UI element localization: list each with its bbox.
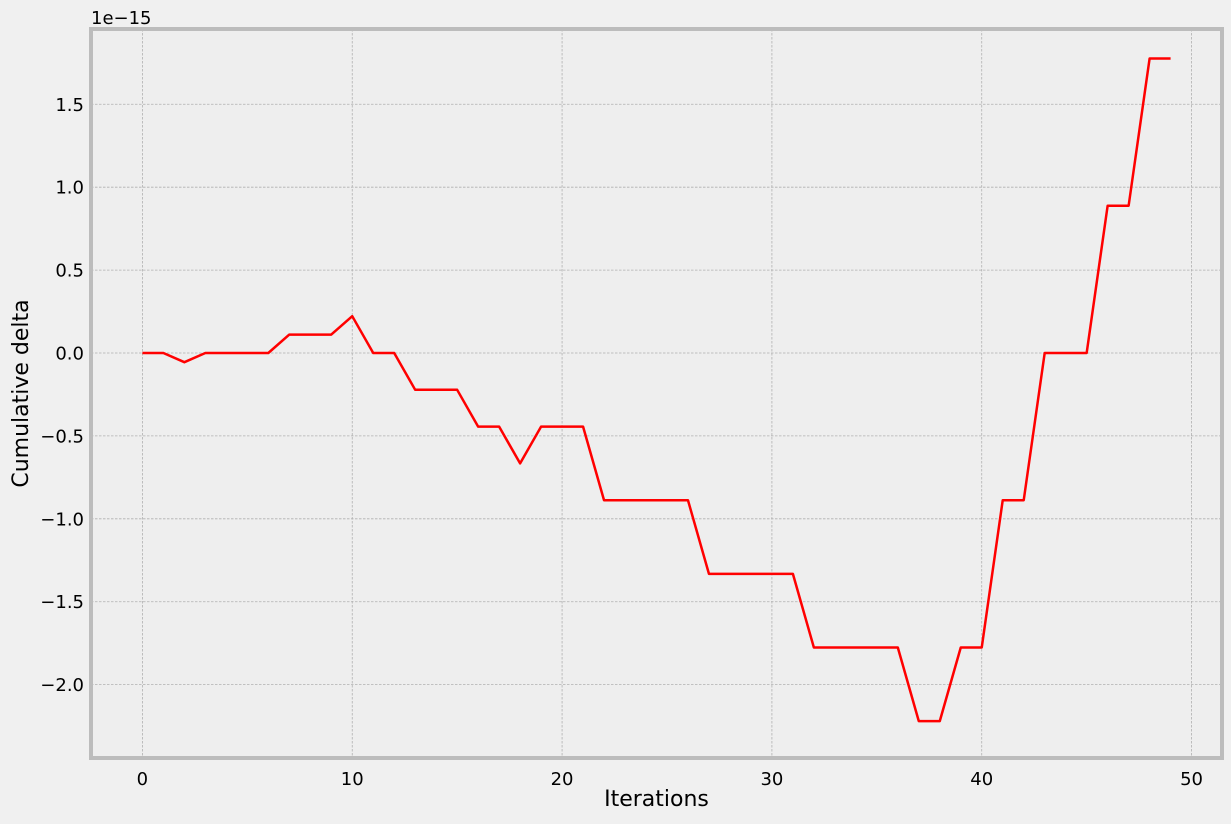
data-point <box>393 352 395 354</box>
x-axis-ticks: 0 10 20 30 40 50 <box>137 769 1203 790</box>
data-point <box>1169 57 1171 59</box>
y-tick-label: −1.0 <box>40 509 84 530</box>
x-tick-label: 30 <box>760 769 783 790</box>
plot-area <box>91 29 1222 758</box>
data-point <box>834 646 836 648</box>
data-point <box>666 499 668 501</box>
data-point <box>288 333 290 335</box>
x-tick-label: 0 <box>137 769 148 790</box>
data-point <box>708 573 710 575</box>
y-axis-offset-label: 1e−15 <box>91 8 152 29</box>
data-point <box>372 352 374 354</box>
series-line <box>142 57 1171 723</box>
data-point <box>519 462 521 464</box>
data-point <box>918 720 920 722</box>
data-point <box>729 573 731 575</box>
data-point <box>876 646 878 648</box>
data-point <box>351 315 353 317</box>
data-point <box>498 425 500 427</box>
data-point <box>981 646 983 648</box>
data-point <box>1023 499 1025 501</box>
data-point <box>1106 205 1108 207</box>
data-point <box>414 389 416 391</box>
x-tick-label: 20 <box>551 769 574 790</box>
data-point <box>183 361 185 363</box>
data-point <box>1064 352 1066 354</box>
y-axis-label: Cumulative delta <box>9 299 34 487</box>
data-point <box>435 389 437 391</box>
data-point <box>477 425 479 427</box>
plot-frame <box>89 27 1224 760</box>
data-point <box>813 646 815 648</box>
data-point <box>456 389 458 391</box>
y-tick-label: 1.0 <box>55 178 84 199</box>
data-point <box>561 425 563 427</box>
data-point <box>603 499 605 501</box>
data-point <box>1043 352 1045 354</box>
x-axis-label: Iterations <box>604 787 709 812</box>
data-point <box>162 352 164 354</box>
data-point <box>1148 57 1150 59</box>
data-point <box>750 573 752 575</box>
x-tick-label: 10 <box>341 769 364 790</box>
data-point <box>1002 499 1004 501</box>
y-tick-label: 0.0 <box>55 344 84 365</box>
data-point <box>939 720 941 722</box>
y-tick-label: 0.5 <box>55 261 84 282</box>
data-point <box>792 573 794 575</box>
y-tick-label: −1.5 <box>40 592 84 613</box>
data-point <box>855 646 857 648</box>
data-point <box>582 425 584 427</box>
data-point <box>645 499 647 501</box>
data-point <box>141 352 143 354</box>
y-tick-label: −0.5 <box>40 426 84 447</box>
data-point <box>204 352 206 354</box>
data-point <box>309 333 311 335</box>
data-point <box>771 573 773 575</box>
data-point <box>246 352 248 354</box>
data-point <box>225 352 227 354</box>
data-point <box>960 646 962 648</box>
data-point <box>267 352 269 354</box>
data-point <box>687 499 689 501</box>
data-point <box>1127 205 1129 207</box>
x-tick-label: 50 <box>1180 769 1203 790</box>
y-tick-label: 1.5 <box>55 95 84 116</box>
y-axis-ticks: −2.0 −1.5 −1.0 −0.5 0.0 0.5 1.0 1.5 <box>40 95 84 696</box>
data-point <box>624 499 626 501</box>
grid-lines <box>91 29 1222 758</box>
data-point <box>540 425 542 427</box>
y-tick-label: −2.0 <box>40 675 84 696</box>
series-layer <box>141 57 1171 723</box>
data-point <box>897 646 899 648</box>
x-tick-label: 40 <box>970 769 993 790</box>
data-point <box>330 333 332 335</box>
data-point <box>1085 352 1087 354</box>
